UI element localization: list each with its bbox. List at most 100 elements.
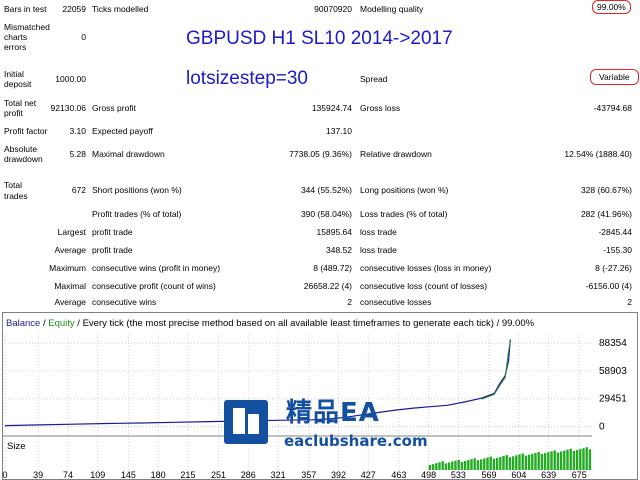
size-label: Size — [7, 441, 25, 452]
relative-drawdown-value: 12.54% (1888.40) — [564, 149, 632, 159]
volume-bar — [579, 449, 582, 470]
x-tick-label: 427 — [361, 470, 376, 480]
average-profit-value: 348.52 — [326, 245, 352, 255]
x-tick-label: 533 — [451, 470, 466, 480]
volume-bar — [505, 455, 508, 470]
mismatched-label-2: charts — [4, 32, 28, 42]
average-profit-label: profit trade — [92, 245, 133, 255]
x-tick-label: 498 — [421, 470, 436, 480]
x-tick-label: 0 — [2, 470, 7, 480]
logo-bar-1 — [233, 408, 245, 434]
volume-bar — [559, 451, 563, 470]
total-trades-value: 672 — [71, 185, 86, 195]
chart-border — [2, 312, 638, 480]
x-tick-label: 74 — [63, 470, 73, 480]
bars-in-test-label: Bars in test — [4, 4, 47, 14]
volume-bar — [447, 462, 451, 470]
long-positions-value: 328 (60.67%) — [580, 185, 632, 195]
volume-bar — [550, 451, 553, 470]
ticks-modelled-label: Ticks modelled — [92, 4, 149, 14]
total-net-profit-label-2: profit — [4, 108, 23, 118]
volume-bar — [588, 449, 592, 470]
x-tick-label: 251 — [211, 470, 226, 480]
bars-in-test-value: 22059 — [62, 4, 86, 14]
volume-bar — [563, 450, 566, 470]
initial-deposit-value: 1000.00 — [55, 74, 86, 84]
volume-bar — [531, 453, 534, 470]
spread-value: Variable — [590, 69, 639, 85]
volume-bar — [566, 449, 569, 470]
volume-bar — [537, 451, 540, 470]
ticks-modelled-value: 90070920 — [314, 4, 352, 14]
volume-bar — [467, 460, 470, 470]
maximal-label: Maximal — [54, 281, 86, 291]
largest-profit-label: profit trade — [92, 227, 133, 237]
volume-bar — [454, 460, 457, 470]
watermark-brand: 精品EA — [286, 398, 380, 428]
maximum-label: Maximum — [49, 263, 86, 273]
volume-bar — [527, 454, 531, 470]
initial-deposit-label-1: Initial — [4, 69, 24, 79]
absolute-drawdown-label-1: Absolute — [4, 144, 38, 154]
loss-trades-label: Loss trades (% of total) — [360, 209, 448, 219]
maximal-loss-value: -6156.00 (4) — [585, 281, 632, 291]
volume-bar — [543, 453, 547, 470]
profit-trades-label: Profit trades (% of total) — [92, 209, 182, 219]
maximal-drawdown-label: Maximal drawdown — [92, 149, 165, 159]
average-loss-value: -155.30 — [603, 245, 632, 255]
total-net-profit-value: 92130.06 — [50, 103, 86, 113]
legend-equity: Equity — [48, 318, 75, 329]
absolute-drawdown-label-2: drawdown — [4, 154, 43, 164]
equity-series-line — [481, 341, 511, 400]
maximal-profit-value: 26658.22 (4) — [303, 281, 352, 291]
volume-bar — [473, 458, 476, 470]
volume-bar — [547, 452, 550, 470]
x-tick-label: 215 — [180, 470, 195, 480]
volume-bar — [460, 461, 464, 470]
x-tick-label: 180 — [151, 470, 166, 480]
volume-bar — [476, 460, 480, 470]
volume-bar — [441, 461, 444, 470]
modelling-quality-value: 99.00% — [592, 0, 631, 14]
logo-bar-2 — [248, 414, 259, 434]
y-tick-label: 29451 — [599, 394, 627, 405]
volume-bar — [499, 456, 502, 470]
y-axis-ticks: 88354 58903 29451 0 — [599, 338, 627, 432]
y-tick-label: 88354 — [599, 338, 627, 349]
initial-deposit-label-2: deposit — [4, 79, 32, 89]
modelling-quality-label: Modelling quality — [360, 4, 424, 14]
modelling-quality-highlight: 99.00% — [592, 0, 631, 14]
volume-bar — [486, 457, 489, 470]
profit-trades-value: 390 (58.04%) — [300, 209, 352, 219]
volume-bar — [502, 456, 505, 470]
balance-equity-chart: Balance / Equity / Every tick (the most … — [2, 312, 638, 480]
average-consec-wins-label: consecutive wins — [92, 297, 157, 307]
spread-label: Spread — [360, 74, 388, 84]
y-tick-label: 0 — [599, 422, 605, 433]
volume-bar — [521, 453, 524, 470]
average-consec-losses-value: 2 — [627, 297, 632, 307]
watermark-logo-icon — [224, 400, 268, 444]
volume-bar — [495, 457, 499, 470]
volume-bar — [556, 452, 560, 470]
expected-payoff-label: Expected payoff — [92, 126, 153, 136]
largest-loss-value: -2845.44 — [598, 227, 632, 237]
x-tick-label: 675 — [572, 470, 587, 480]
volume-bar — [483, 458, 486, 470]
x-tick-label: 569 — [482, 470, 497, 480]
x-tick-label: 286 — [241, 470, 256, 480]
profit-factor-label: Profit factor — [4, 126, 48, 136]
average-loss-label: loss trade — [360, 245, 397, 255]
maximal-drawdown-value: 7738.05 (9.36%) — [289, 149, 352, 159]
total-trades-label-2: trades — [4, 191, 28, 201]
volume-bar — [515, 455, 518, 470]
volume-bars — [428, 447, 592, 470]
maximal-profit-label: consecutive profit (count of wins) — [92, 281, 216, 291]
long-positions-label: Long positions (won %) — [360, 185, 449, 195]
volume-bar — [444, 463, 448, 470]
overlay-title: GBPUSD H1 SL10 2014->2017 — [186, 28, 453, 49]
x-tick-label: 321 — [271, 470, 286, 480]
gross-loss-value: -43794.68 — [593, 103, 632, 113]
short-positions-value: 344 (55.52%) — [300, 185, 352, 195]
x-tick-label: 639 — [541, 470, 556, 480]
